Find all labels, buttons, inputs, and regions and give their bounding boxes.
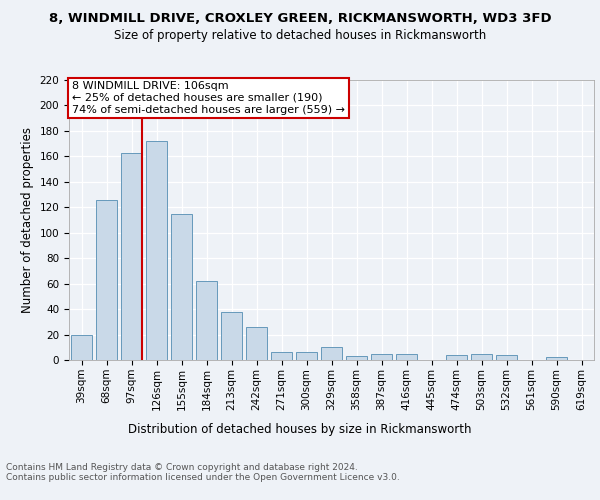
Bar <box>271 352 292 360</box>
Text: 8 WINDMILL DRIVE: 106sqm
← 25% of detached houses are smaller (190)
74% of semi-: 8 WINDMILL DRIVE: 106sqm ← 25% of detach… <box>71 82 344 114</box>
Bar <box>371 354 392 360</box>
Bar <box>396 354 417 360</box>
Bar <box>346 356 367 360</box>
Text: 8, WINDMILL DRIVE, CROXLEY GREEN, RICKMANSWORTH, WD3 3FD: 8, WINDMILL DRIVE, CROXLEY GREEN, RICKMA… <box>49 12 551 26</box>
Bar <box>321 348 342 360</box>
Bar <box>196 281 217 360</box>
Text: Distribution of detached houses by size in Rickmansworth: Distribution of detached houses by size … <box>128 422 472 436</box>
Bar <box>246 327 267 360</box>
Bar <box>471 354 492 360</box>
Bar <box>96 200 117 360</box>
Text: Contains HM Land Registry data © Crown copyright and database right 2024.
Contai: Contains HM Land Registry data © Crown c… <box>6 462 400 482</box>
Bar <box>221 312 242 360</box>
Bar <box>546 358 567 360</box>
Bar <box>146 141 167 360</box>
Bar <box>296 352 317 360</box>
Bar <box>446 355 467 360</box>
Y-axis label: Number of detached properties: Number of detached properties <box>21 127 34 313</box>
Bar <box>71 334 92 360</box>
Bar <box>121 152 142 360</box>
Bar <box>171 214 192 360</box>
Text: Size of property relative to detached houses in Rickmansworth: Size of property relative to detached ho… <box>114 29 486 42</box>
Bar <box>496 355 517 360</box>
